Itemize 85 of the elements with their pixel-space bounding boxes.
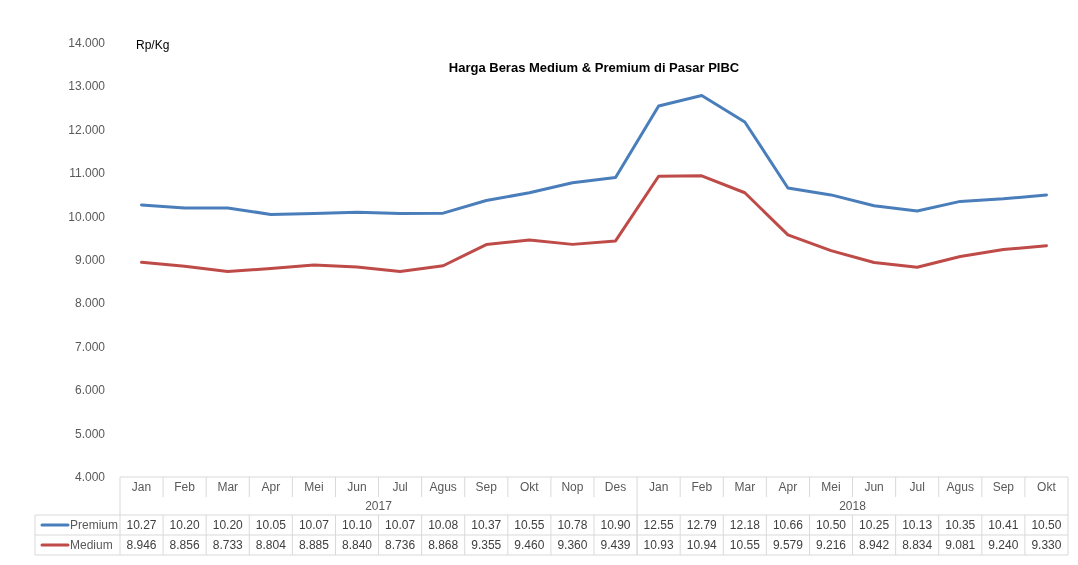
data-label: 10.90	[600, 518, 631, 532]
data-label: 10.78	[557, 518, 588, 532]
text: 2017	[365, 499, 393, 513]
x-tick-label: Mei	[821, 480, 841, 494]
data-label: 10.20	[212, 518, 244, 532]
y-tick-label: 13.000	[68, 79, 106, 94]
y-tick-label: 5.000	[74, 426, 106, 441]
data-label: 10.20	[169, 518, 200, 532]
data-label: 9.360	[557, 538, 588, 552]
data-label: 8.942	[859, 538, 890, 552]
y-axis-title: Rp/Kg	[136, 38, 170, 52]
x-tick-label: Sep	[992, 480, 1015, 494]
data-label: 10.05	[255, 518, 287, 532]
y-tick-label: 12.000	[68, 122, 106, 137]
x-tick-label: Okt	[1037, 480, 1057, 494]
x-tick-label: Jan	[131, 480, 152, 494]
data-label: 10.94	[686, 538, 718, 552]
data-label: 8.804	[255, 538, 287, 552]
data-label: 10.55	[729, 538, 761, 552]
x-tick-label: Agus	[429, 480, 457, 494]
data-label: 10.50	[1031, 518, 1062, 532]
data-label: 9.579	[772, 538, 804, 552]
data-label: 8.736	[385, 538, 416, 552]
x-tick-label: Sep	[475, 480, 498, 494]
x-tick-label: Apr	[261, 480, 281, 494]
data-label: 8.856	[169, 538, 200, 552]
x-tick-label: Apr	[778, 480, 798, 494]
data-label: 8.840	[341, 538, 373, 552]
x-tick-label: Des	[604, 480, 627, 494]
data-label: 10.55	[514, 518, 545, 532]
x-tick-label: Mei	[304, 480, 324, 494]
data-label: 10.66	[772, 518, 804, 532]
line-series	[140, 94, 1048, 216]
data-label: 9.355	[471, 538, 502, 552]
x-tick-label: Feb	[174, 480, 196, 494]
data-label: 10.07	[385, 518, 416, 532]
x-tick-label: Jul	[909, 480, 925, 494]
text: Harga Beras Medium & Premium di Pasar PIBC	[448, 60, 740, 75]
data-label: 9.081	[945, 538, 976, 552]
text: 2018	[839, 499, 867, 513]
x-tick-label: Mar	[734, 480, 756, 494]
data-label: 8.733	[212, 538, 244, 552]
x-tick-label: Nop	[561, 480, 584, 494]
line-series	[140, 174, 1048, 274]
x-tick-label: Okt	[520, 480, 540, 494]
legend-label: Medium	[70, 538, 113, 552]
x-tick-label: Jun	[864, 480, 884, 494]
data-label: 9.216	[815, 538, 847, 552]
x-tick-label: Agus	[946, 480, 974, 494]
y-tick-label: 10.000	[68, 209, 106, 224]
data-label: 12.79	[686, 518, 718, 532]
y-tick-label: 11.000	[69, 166, 106, 181]
data-label: 9.460	[514, 538, 545, 552]
x-tick-label: Jan	[648, 480, 669, 494]
data-label: 8.834	[902, 538, 933, 552]
data-label: 10.27	[126, 518, 157, 532]
x-tick-label: Mar	[217, 480, 239, 494]
data-label: 10.93	[643, 538, 674, 552]
data-label: 9.240	[988, 538, 1019, 552]
data-label: 10.41	[988, 518, 1019, 532]
y-tick-label: 14.000	[68, 36, 106, 50]
data-label: 10.07	[298, 518, 330, 532]
data-label: 8.946	[126, 538, 157, 552]
data-label: 12.55	[643, 518, 674, 532]
data-label: 9.439	[600, 538, 631, 552]
data-label: 10.35	[945, 518, 976, 532]
data-label: 10.13	[902, 518, 933, 532]
data-label: 10.08	[428, 518, 459, 532]
x-tick-label: Jun	[347, 480, 367, 494]
data-label: 8.885	[298, 538, 330, 552]
data-label: 10.10	[341, 518, 373, 532]
y-tick-label: 4.000	[74, 470, 106, 484]
data-label: 10.50	[815, 518, 847, 532]
data-label: 9.330	[1031, 538, 1062, 552]
y-tick-label: 9.000	[74, 253, 106, 267]
data-label: 10.25	[859, 518, 890, 532]
x-tick-label: Jul	[392, 480, 408, 494]
legend-label: Premium	[70, 518, 119, 532]
y-tick-label: 7.000	[74, 339, 106, 354]
data-label: 8.868	[428, 538, 459, 552]
y-tick-label: 6.000	[74, 383, 106, 398]
y-tick-label: 8.000	[74, 296, 106, 311]
data-label: 12.18	[729, 518, 761, 532]
x-tick-label: Feb	[691, 480, 713, 494]
data-label: 10.37	[471, 518, 502, 532]
